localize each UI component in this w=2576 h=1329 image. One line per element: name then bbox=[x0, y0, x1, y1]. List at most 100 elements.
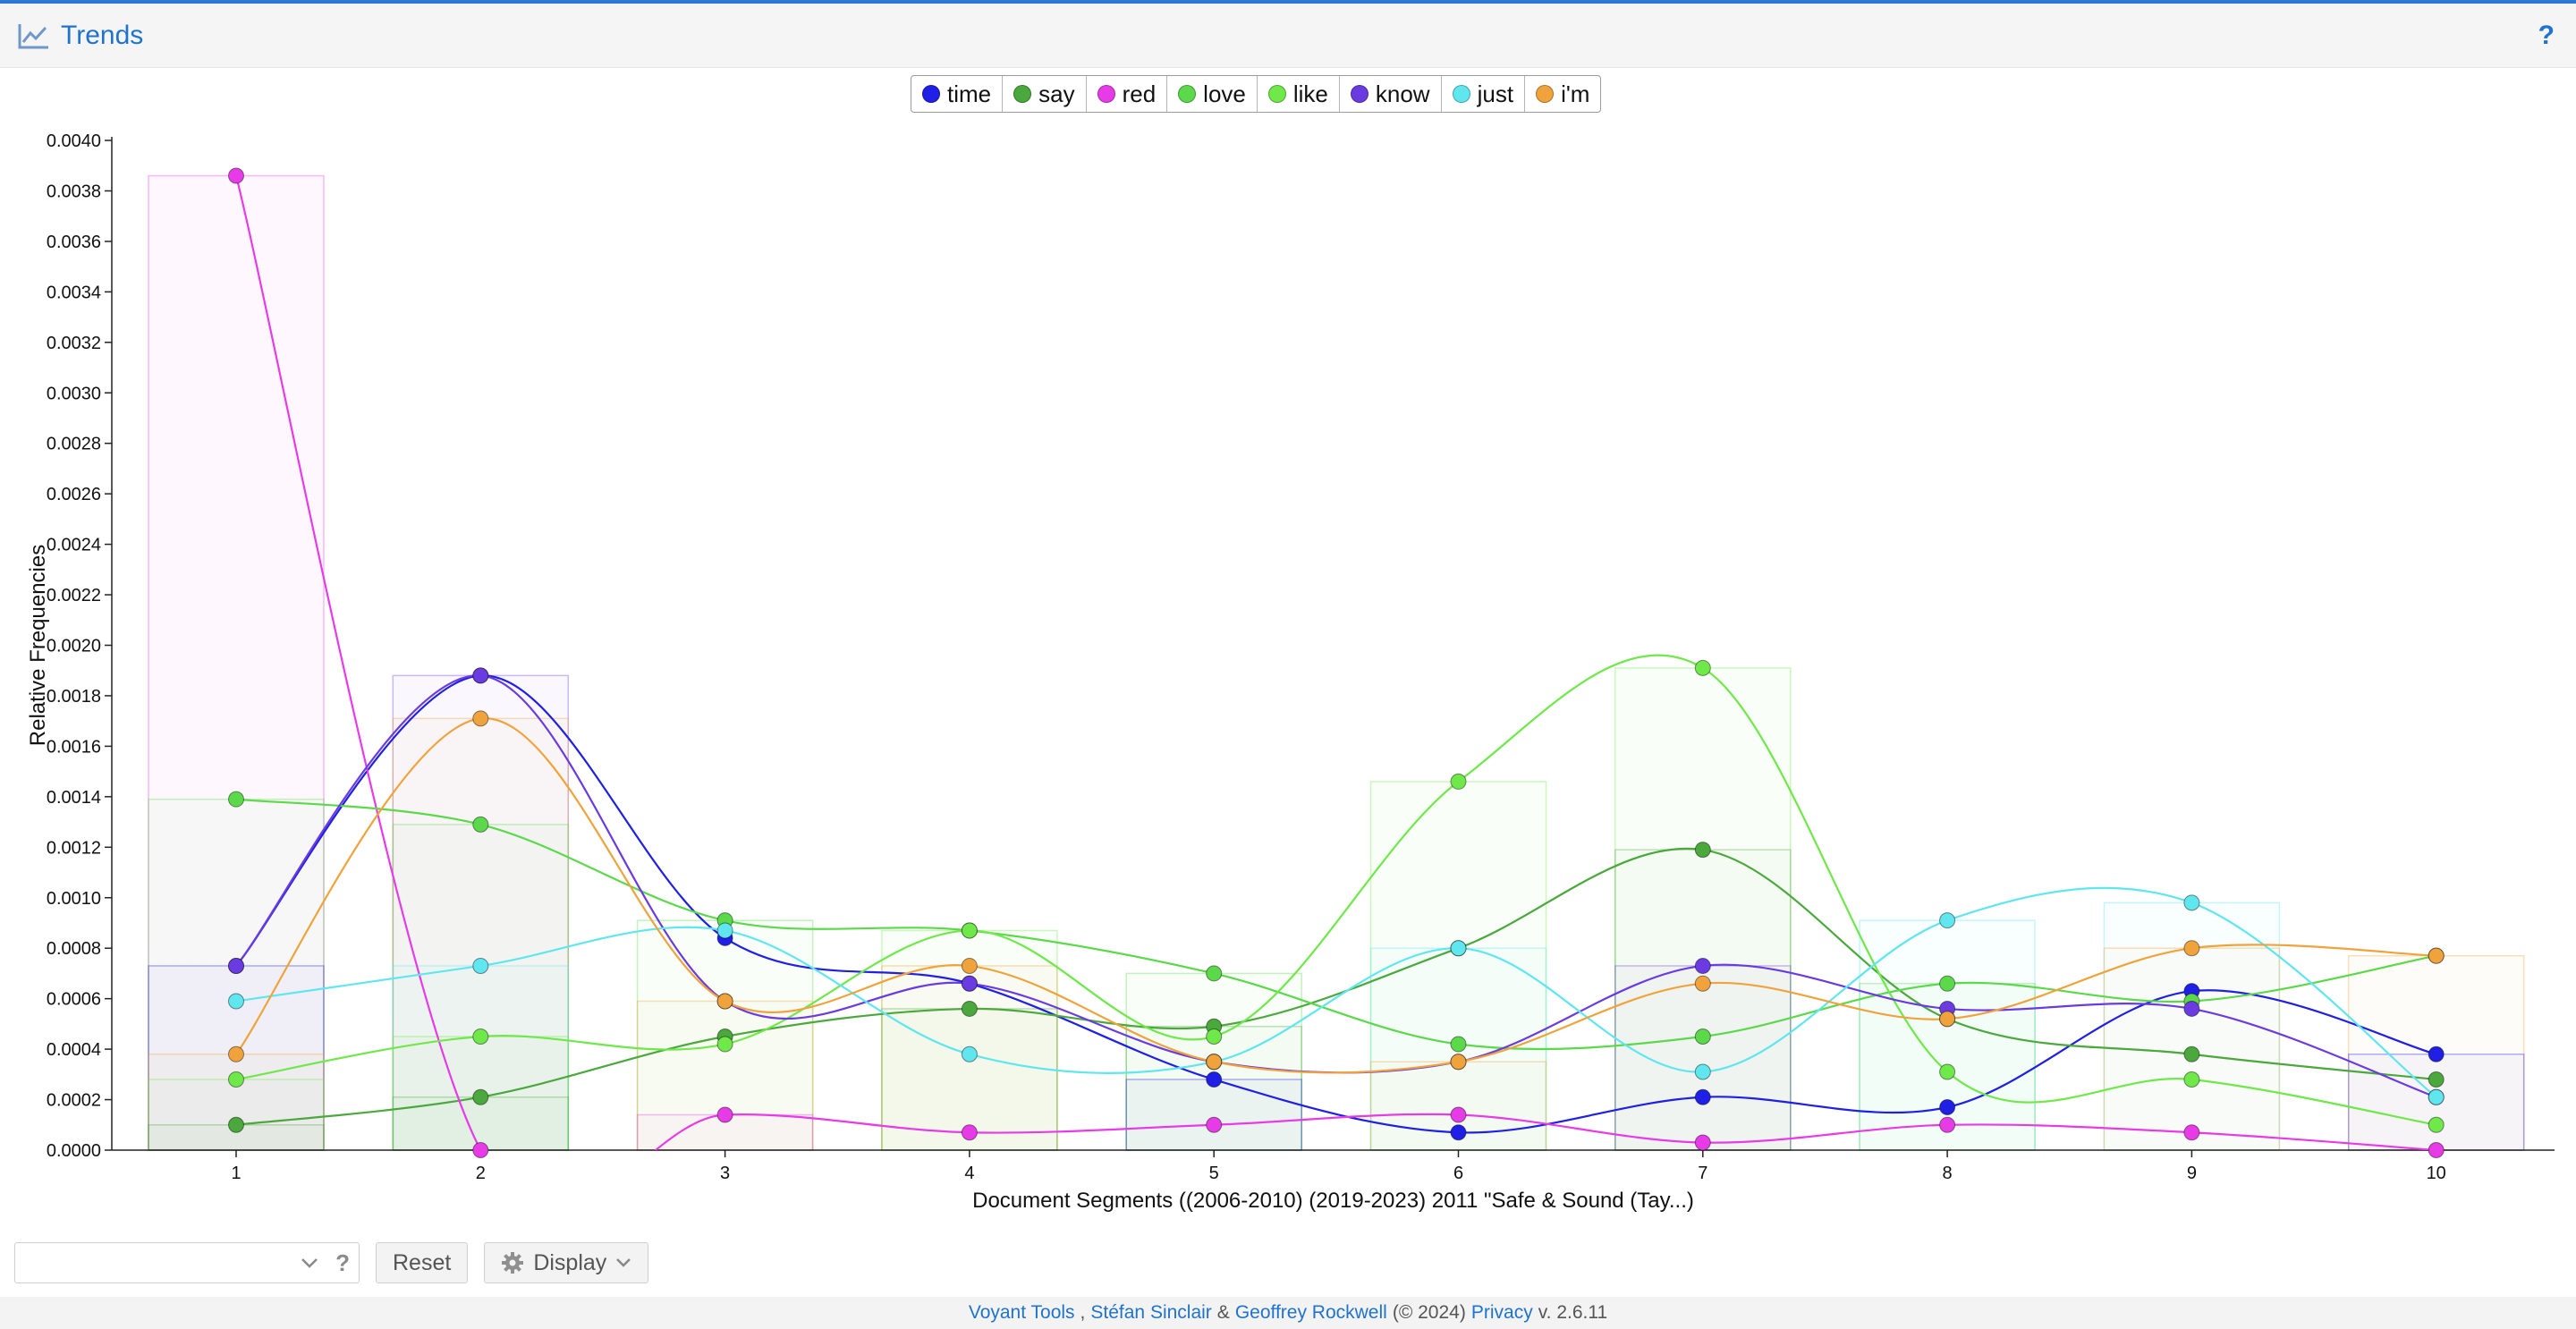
series-line-im bbox=[235, 717, 2436, 1074]
series-line-love bbox=[235, 798, 2436, 1051]
reset-button[interactable]: Reset bbox=[376, 1242, 469, 1283]
data-point-just bbox=[1450, 940, 1467, 957]
data-point-red bbox=[1694, 1134, 1711, 1151]
data-point-just bbox=[2183, 894, 2200, 911]
x-axis-title: Document Segments ((2006-2010) (2019-202… bbox=[972, 1189, 1694, 1213]
data-point-red bbox=[1206, 1116, 1223, 1133]
x-tick-label: 7 bbox=[1698, 1164, 1707, 1183]
data-point-im bbox=[716, 993, 733, 1010]
y-tick-label: 0.0000 bbox=[47, 1141, 101, 1161]
term-search-input[interactable] bbox=[15, 1245, 284, 1281]
data-point-time bbox=[2428, 1045, 2445, 1062]
legend-item-like[interactable]: like bbox=[1258, 76, 1340, 112]
legend-item-im[interactable]: i'm bbox=[1525, 76, 1600, 112]
y-tick-label: 0.0002 bbox=[47, 1091, 101, 1111]
series-line-just bbox=[235, 886, 2437, 1098]
data-point-just bbox=[228, 993, 244, 1010]
data-point-just bbox=[472, 957, 489, 974]
y-tick-label: 0.0036 bbox=[47, 233, 101, 252]
legend-item-time[interactable]: time bbox=[911, 76, 1004, 112]
search-help-icon[interactable]: ? bbox=[335, 1249, 350, 1276]
data-point-say bbox=[961, 1000, 978, 1017]
y-tick-label: 0.0012 bbox=[47, 838, 101, 858]
data-point-red bbox=[1939, 1116, 1956, 1133]
legend-dot-icon bbox=[1267, 85, 1286, 103]
legend-item-love[interactable]: love bbox=[1167, 76, 1258, 112]
data-point-know bbox=[472, 667, 489, 684]
data-point-know bbox=[228, 957, 244, 974]
y-tick-label: 0.0034 bbox=[47, 283, 101, 302]
data-point-red bbox=[2183, 1124, 2200, 1141]
rockwell-link[interactable]: Geoffrey Rockwell bbox=[1234, 1302, 1387, 1323]
help-button[interactable]: ? bbox=[2538, 21, 2555, 50]
header-title: Trends bbox=[18, 4, 143, 68]
legend-dot-icon bbox=[922, 85, 940, 103]
legend-item-say[interactable]: say bbox=[1003, 76, 1087, 112]
x-tick-label: 2 bbox=[476, 1164, 486, 1183]
x-tick-label: 9 bbox=[2187, 1164, 2197, 1183]
data-point-im bbox=[961, 957, 978, 974]
y-axis-title: Relative Frequencies bbox=[26, 545, 50, 746]
data-point-love bbox=[1450, 1036, 1467, 1053]
chevron-down-icon[interactable] bbox=[300, 1257, 319, 1269]
page-title: Trends bbox=[61, 21, 144, 50]
y-tick-label: 0.0016 bbox=[47, 737, 101, 757]
legend-label: say bbox=[1038, 80, 1075, 107]
legend-item-red[interactable]: red bbox=[1087, 76, 1168, 112]
data-point-like bbox=[1206, 1028, 1223, 1045]
term-search-combobox[interactable]: ? bbox=[14, 1242, 360, 1283]
legend-label: love bbox=[1203, 80, 1246, 107]
data-point-just bbox=[1694, 1063, 1711, 1080]
display-button[interactable]: Display bbox=[484, 1242, 649, 1283]
legend-dot-icon bbox=[1536, 85, 1555, 103]
y-tick-label: 0.0018 bbox=[47, 687, 101, 707]
y-tick-label: 0.0022 bbox=[47, 586, 101, 605]
background-bar bbox=[1125, 1079, 1302, 1151]
data-point-say bbox=[1694, 842, 1711, 859]
legend-item-know[interactable]: know bbox=[1340, 76, 1442, 112]
x-tick-label: 6 bbox=[1453, 1164, 1463, 1183]
y-tick-label: 0.0026 bbox=[47, 485, 101, 504]
legend-label: know bbox=[1375, 80, 1430, 107]
x-tick-label: 5 bbox=[1209, 1164, 1219, 1183]
data-point-time bbox=[1206, 1071, 1223, 1088]
app-header: Trends ? bbox=[0, 0, 2576, 68]
y-tick-label: 0.0032 bbox=[47, 334, 101, 353]
data-point-like bbox=[716, 1036, 733, 1053]
data-point-im bbox=[1450, 1054, 1467, 1071]
version-text: v. 2.6.11 bbox=[1538, 1302, 1608, 1323]
data-point-time bbox=[1939, 1099, 1956, 1116]
data-point-red bbox=[716, 1106, 733, 1123]
y-tick-label: 0.0008 bbox=[47, 939, 101, 959]
data-point-like bbox=[1450, 773, 1467, 790]
trends-chart: 0.0000 0.0002 0.0004 0.0006 0.0008 0.0010 0.00… bbox=[26, 131, 2555, 1213]
chart-legend: time say red love like know just i'm bbox=[911, 75, 1602, 113]
data-point-know bbox=[2183, 1000, 2200, 1017]
voyant-tools-link[interactable]: Voyant Tools bbox=[968, 1302, 1075, 1323]
y-tick-label: 0.0020 bbox=[47, 637, 101, 656]
data-point-im bbox=[1206, 1054, 1223, 1071]
reset-label: Reset bbox=[393, 1249, 452, 1275]
x-tick-label: 10 bbox=[2427, 1164, 2446, 1183]
data-point-say bbox=[2428, 1071, 2445, 1088]
sinclair-link[interactable]: Stéfan Sinclair bbox=[1090, 1302, 1212, 1323]
footer: Voyant Tools , Stéfan Sinclair & Geoffre… bbox=[0, 1297, 2576, 1329]
data-point-just bbox=[716, 922, 733, 939]
data-point-im bbox=[1939, 1011, 1956, 1028]
legend-item-just[interactable]: just bbox=[1442, 76, 1526, 112]
data-point-say bbox=[2183, 1045, 2200, 1062]
legend-label: just bbox=[1477, 80, 1514, 107]
data-point-red bbox=[472, 1142, 489, 1158]
y-tick-label: 0.0010 bbox=[47, 889, 101, 909]
data-point-love bbox=[1939, 975, 1956, 992]
data-point-red bbox=[1450, 1106, 1467, 1123]
data-point-love bbox=[1206, 965, 1223, 982]
x-tick-label: 1 bbox=[231, 1164, 241, 1183]
data-point-like bbox=[1694, 659, 1711, 676]
y-tick-label: 0.0030 bbox=[47, 384, 101, 403]
x-tick-label: 8 bbox=[1943, 1164, 1953, 1183]
y-tick-label: 0.0038 bbox=[47, 182, 101, 201]
series-line-like bbox=[235, 654, 2436, 1126]
x-tick-label: 3 bbox=[720, 1164, 730, 1183]
privacy-link[interactable]: Privacy bbox=[1470, 1302, 1533, 1323]
